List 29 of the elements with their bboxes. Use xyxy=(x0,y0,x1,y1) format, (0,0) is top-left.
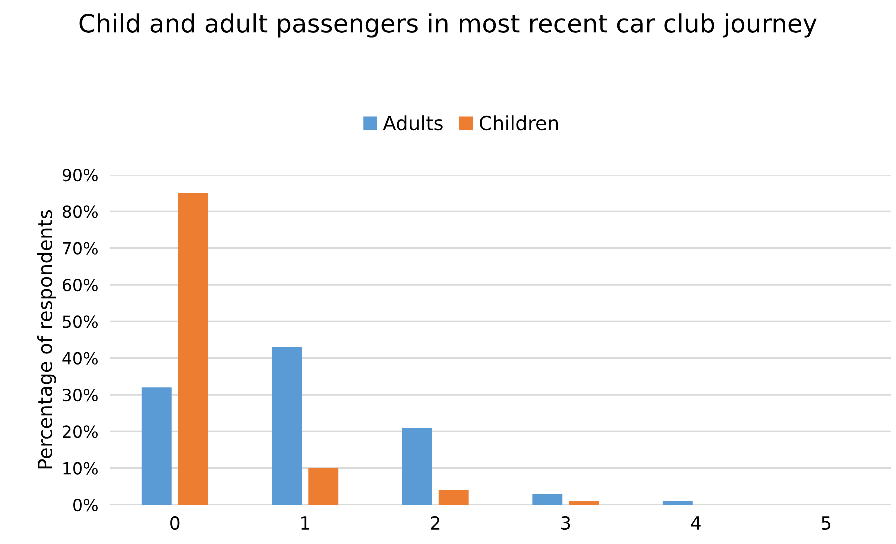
y-tick-label: 40% xyxy=(62,352,98,365)
bar xyxy=(438,490,469,505)
legend-label: Children xyxy=(480,116,558,131)
bar xyxy=(308,468,339,505)
legend-label: Adults xyxy=(383,116,443,131)
y-tick-label: 50% xyxy=(63,316,98,328)
y-tick-label: 60% xyxy=(63,278,98,292)
x-tick-label: 3 xyxy=(562,516,570,530)
x-tick-label: 5 xyxy=(822,516,831,530)
y-tick-label: 20% xyxy=(63,426,98,438)
bar xyxy=(402,428,432,505)
y-axis-title: Percentage of respondents xyxy=(37,210,56,469)
y-tick-label: 30% xyxy=(63,388,98,402)
y-tick-label: 70% xyxy=(63,242,98,255)
x-tick-label: 4 xyxy=(691,516,701,530)
bar xyxy=(178,193,208,505)
x-tick-label: 1 xyxy=(302,516,310,530)
bar xyxy=(142,388,172,505)
x-tick-label: 0 xyxy=(170,516,180,530)
bar xyxy=(272,347,302,505)
bar xyxy=(662,501,693,505)
bar xyxy=(569,501,600,505)
y-tick-label: 80% xyxy=(62,206,98,218)
x-tick-label: 2 xyxy=(431,516,440,530)
y-tick-label: 0% xyxy=(74,498,98,512)
y-tick-label: 90% xyxy=(62,168,98,182)
bar xyxy=(532,494,563,505)
y-tick-label: 10% xyxy=(64,462,98,475)
chart-title: Child and adult passengers in most recent car club journey xyxy=(80,14,817,38)
